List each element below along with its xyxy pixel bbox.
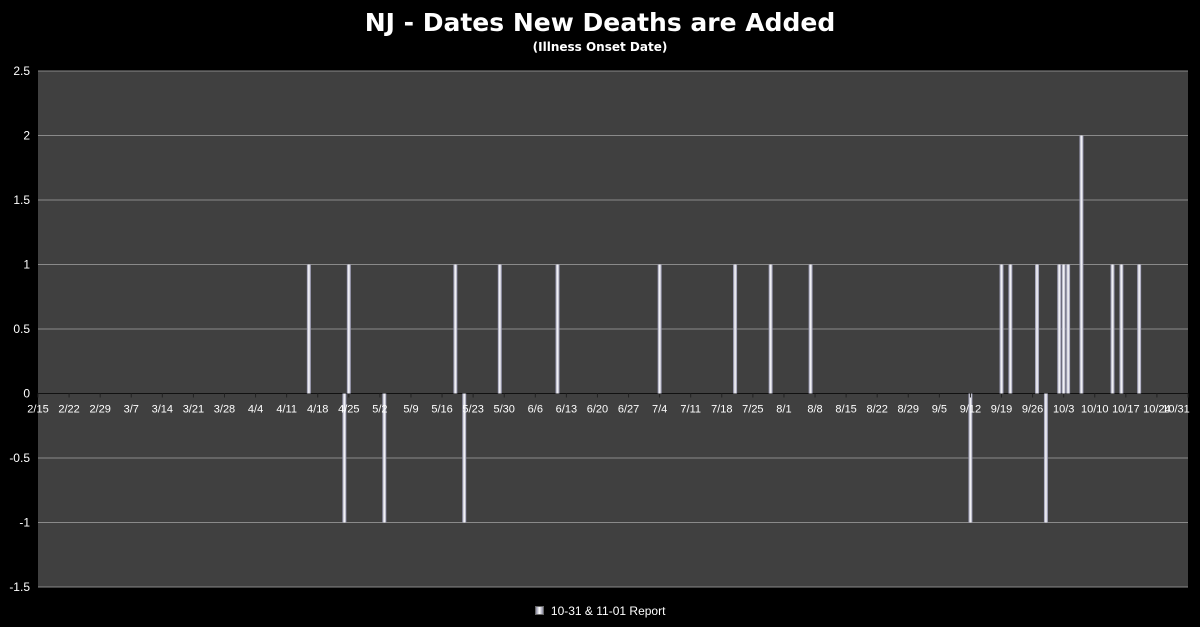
bar	[1057, 264, 1062, 394]
bar	[382, 393, 387, 523]
x-tick-label: 9/26	[1022, 404, 1043, 416]
legend-series-name: 10-31 & 11-01 Report	[550, 603, 666, 618]
x-tick-label: 3/7	[124, 404, 139, 416]
x-tick-label: 3/21	[183, 404, 204, 416]
legend: 10-31 & 11-01 Report	[0, 603, 1200, 618]
y-tick-label: 2	[23, 129, 30, 143]
y-tick-label: 1	[23, 258, 30, 272]
bar	[768, 264, 773, 394]
bar	[462, 393, 467, 523]
x-tick-label: 8/29	[898, 404, 919, 416]
x-tick-label: 5/30	[494, 404, 515, 416]
bar	[1043, 393, 1048, 523]
x-tick-label: 10/3	[1053, 404, 1074, 416]
x-tick-label: 7/11	[680, 404, 701, 416]
bar	[1137, 264, 1142, 394]
chart-subtitle: (Illness Onset Date)	[532, 40, 668, 54]
y-tick-label: 0.5	[13, 322, 30, 336]
x-tick-label: 5/16	[431, 404, 452, 416]
legend-swatch	[534, 606, 544, 616]
bar	[1079, 135, 1084, 394]
y-tick-label: 0	[23, 387, 30, 401]
x-tick-label: 8/15	[835, 404, 856, 416]
bar	[1035, 264, 1040, 394]
x-tick-label: 10/24	[1143, 404, 1171, 416]
x-tick-label: 8/1	[776, 404, 791, 416]
bar	[346, 264, 351, 394]
x-tick-label: 10/31	[1162, 404, 1190, 416]
x-axis-ticks: 2/15 2/22 2/29 3/7 3/14 3/21 3/28 4/4 4/11 4/18 4/…	[27, 393, 1190, 416]
x-tick-label: 6/27	[618, 404, 639, 416]
x-tick-label: 8/22	[866, 404, 887, 416]
x-tick-label: 3/14	[152, 404, 173, 416]
x-tick-label: 2/22	[58, 404, 79, 416]
y-axis-ticks: 2.5 2 1.5 1 0.5 0 -0.5 -1 -1.5	[9, 64, 30, 594]
y-tick-label: -1.5	[9, 580, 30, 594]
x-tick-label: 10/10	[1081, 404, 1109, 416]
bar	[1119, 264, 1124, 394]
x-tick-label: 4/4	[248, 404, 263, 416]
x-tick-label: 10/17	[1112, 404, 1140, 416]
x-tick-label: 2/29	[89, 404, 110, 416]
bar	[1110, 264, 1115, 394]
x-tick-label: 5/23	[462, 404, 483, 416]
y-tick-label: 1.5	[13, 193, 30, 207]
chart-title: NJ - Dates New Deaths are Added	[364, 8, 836, 37]
x-tick-label: 6/6	[528, 404, 543, 416]
bar	[555, 264, 560, 394]
bar	[733, 264, 738, 394]
x-tick-label: 7/18	[711, 404, 732, 416]
x-tick-label: 4/11	[276, 404, 297, 416]
x-tick-label: 5/2	[372, 404, 387, 416]
x-tick-label: 8/8	[807, 404, 822, 416]
x-tick-label: 4/18	[307, 404, 328, 416]
x-tick-label: 6/13	[556, 404, 577, 416]
x-tick-label: 4/25	[338, 404, 359, 416]
y-tick-label: -1	[19, 516, 30, 530]
bar	[306, 264, 311, 394]
bar	[808, 264, 813, 394]
x-tick-label: 2/15	[27, 404, 48, 416]
bar	[657, 264, 662, 394]
y-tick-label: 2.5	[13, 64, 30, 78]
bar	[1008, 264, 1013, 394]
bar	[497, 264, 502, 394]
x-tick-label: 7/4	[652, 404, 667, 416]
x-tick-label: 9/12	[960, 404, 981, 416]
bar	[968, 393, 973, 523]
bar	[1066, 264, 1071, 394]
x-tick-label: 6/20	[587, 404, 608, 416]
bars	[306, 135, 1142, 523]
bar	[1061, 264, 1066, 394]
x-tick-label: 7/25	[742, 404, 763, 416]
x-tick-label: 9/5	[932, 404, 947, 416]
x-tick-label: 3/28	[214, 404, 235, 416]
bar	[453, 264, 458, 394]
gridlines	[38, 70, 1188, 588]
x-tick-label: 9/19	[991, 404, 1012, 416]
bar	[999, 264, 1004, 394]
bar	[342, 393, 347, 523]
y-tick-label: -0.5	[9, 451, 30, 465]
x-tick-label: 5/9	[403, 404, 418, 416]
